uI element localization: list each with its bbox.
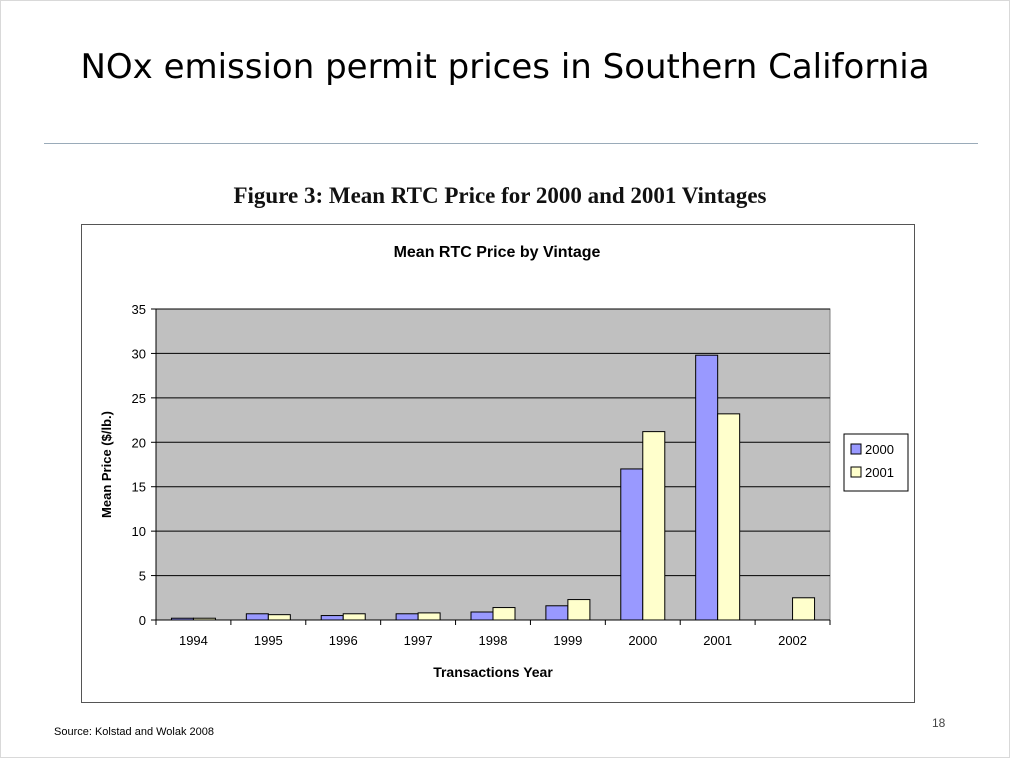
bar-2001-1994 bbox=[192, 617, 216, 621]
bar-2001-2000 bbox=[642, 431, 666, 621]
x-tick-label: 1995 bbox=[254, 633, 283, 648]
y-tick-label: 15 bbox=[132, 480, 146, 495]
x-tick-label: 1999 bbox=[553, 633, 582, 648]
x-tick-label: 2002 bbox=[778, 633, 807, 648]
slide-title-text: NOx emission permit prices in Southern C… bbox=[80, 47, 930, 87]
bar-2000-1996 bbox=[320, 615, 344, 621]
y-tick-label: 5 bbox=[139, 569, 146, 584]
x-tick-label: 1997 bbox=[404, 633, 433, 648]
bar-2000-1994 bbox=[170, 617, 194, 621]
figure-title: Figure 3: Mean RTC Price for 2000 and 20… bbox=[233, 183, 767, 208]
y-tick-label: 20 bbox=[132, 435, 146, 450]
bar-2001-2001 bbox=[717, 413, 741, 621]
bar-2001-1995 bbox=[267, 614, 291, 621]
bar-2001-1999 bbox=[567, 599, 591, 621]
legend-label-2000: 2000 bbox=[865, 442, 894, 457]
y-axis-label: Mean Price ($/lb.) bbox=[99, 411, 114, 518]
bar-2001-1996 bbox=[342, 613, 366, 621]
x-tick-label: 1996 bbox=[329, 633, 358, 648]
x-tick-label: 1994 bbox=[179, 633, 208, 648]
bar-2000-2001 bbox=[695, 354, 719, 621]
legend-label-2001: 2001 bbox=[865, 465, 894, 480]
x-axis-label: Transactions Year bbox=[433, 664, 553, 680]
x-tick-label: 1998 bbox=[479, 633, 508, 648]
bar-2000-1998 bbox=[470, 611, 494, 621]
y-tick-label: 35 bbox=[132, 302, 146, 317]
x-tick-label: 2001 bbox=[703, 633, 732, 648]
y-tick-label: 0 bbox=[139, 613, 146, 628]
chart-title: Mean RTC Price by Vintage bbox=[394, 244, 601, 261]
source-note: Source: Kolstad and Wolak 2008 bbox=[54, 726, 215, 738]
bar-chart: Mean RTC Price by Vintage 0 5 10 15 20 25 30 35 1… bbox=[99, 244, 909, 680]
y-tick-label: 30 bbox=[132, 346, 146, 361]
bar-2000-1999 bbox=[545, 605, 569, 621]
bar-2000-1997 bbox=[395, 613, 419, 621]
page-number: 18 bbox=[932, 716, 946, 730]
x-tick-label: 2000 bbox=[628, 633, 657, 648]
bar-2000-2000 bbox=[620, 468, 644, 621]
y-tick-label: 25 bbox=[132, 391, 146, 406]
bar-2001-1997 bbox=[417, 612, 441, 621]
legend-swatch-2001 bbox=[850, 466, 862, 478]
y-tick-label: 10 bbox=[132, 524, 146, 539]
title-divider bbox=[44, 143, 978, 144]
legend-swatch-2000 bbox=[850, 443, 862, 455]
slide-title: NOx emission permit prices in Southern C… bbox=[0, 46, 1010, 89]
bar-2001-1998 bbox=[492, 607, 516, 621]
bar-2001-2002 bbox=[792, 597, 816, 621]
bar-2000-1995 bbox=[245, 613, 269, 621]
